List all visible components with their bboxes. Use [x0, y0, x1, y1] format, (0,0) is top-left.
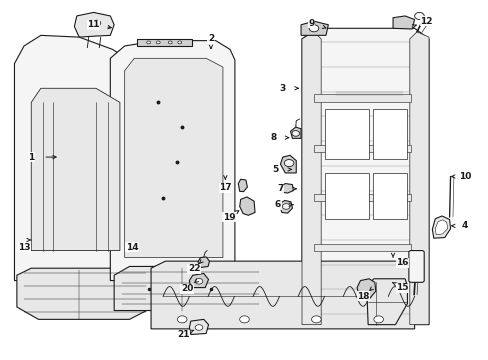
Circle shape [308, 25, 318, 32]
Circle shape [373, 316, 383, 323]
Polygon shape [110, 41, 234, 280]
Circle shape [239, 316, 249, 323]
Text: 8: 8 [269, 133, 276, 142]
FancyBboxPatch shape [408, 251, 424, 282]
Text: 9: 9 [308, 18, 314, 27]
Text: 12: 12 [420, 17, 432, 26]
Circle shape [168, 41, 172, 44]
Polygon shape [15, 35, 143, 280]
Polygon shape [325, 109, 368, 159]
Text: 5: 5 [272, 165, 278, 174]
Polygon shape [431, 216, 449, 238]
Text: 18: 18 [356, 292, 369, 301]
Text: 16: 16 [396, 258, 408, 267]
Circle shape [282, 204, 289, 209]
Polygon shape [137, 39, 191, 46]
Text: 10: 10 [458, 172, 470, 181]
Polygon shape [280, 184, 293, 193]
Polygon shape [124, 58, 223, 258]
Text: 3: 3 [279, 84, 285, 93]
Polygon shape [313, 243, 410, 251]
Circle shape [146, 41, 150, 44]
Circle shape [414, 12, 423, 19]
Polygon shape [313, 145, 410, 152]
Text: 17: 17 [219, 183, 231, 192]
Polygon shape [74, 12, 114, 37]
Polygon shape [238, 179, 247, 192]
Polygon shape [31, 88, 120, 251]
Text: 22: 22 [187, 264, 200, 273]
Polygon shape [239, 197, 255, 215]
Polygon shape [325, 173, 368, 219]
Polygon shape [372, 173, 407, 219]
Circle shape [93, 20, 101, 26]
Circle shape [195, 278, 203, 284]
Text: 20: 20 [181, 284, 193, 293]
Polygon shape [302, 28, 428, 325]
Text: 19: 19 [223, 212, 235, 221]
Circle shape [178, 41, 182, 44]
Text: 4: 4 [461, 221, 467, 230]
Circle shape [195, 325, 203, 330]
Polygon shape [372, 109, 407, 159]
Polygon shape [280, 155, 296, 173]
Circle shape [156, 41, 160, 44]
Text: 15: 15 [396, 283, 408, 292]
Polygon shape [151, 261, 414, 329]
Text: 7: 7 [277, 184, 283, 193]
Polygon shape [356, 279, 375, 299]
Polygon shape [409, 32, 428, 325]
Text: 2: 2 [207, 34, 214, 43]
Text: 21: 21 [177, 330, 189, 339]
Polygon shape [392, 16, 414, 29]
Polygon shape [279, 201, 292, 213]
Polygon shape [366, 279, 407, 325]
Polygon shape [313, 94, 410, 102]
Text: 1: 1 [28, 153, 34, 162]
Circle shape [284, 159, 293, 167]
Polygon shape [114, 266, 265, 311]
Polygon shape [434, 220, 447, 235]
Text: 13: 13 [18, 243, 30, 252]
Polygon shape [301, 21, 328, 35]
Text: 11: 11 [87, 20, 100, 29]
Polygon shape [302, 32, 321, 325]
Text: 6: 6 [274, 200, 281, 209]
Circle shape [177, 316, 186, 323]
Polygon shape [189, 319, 208, 334]
Polygon shape [17, 268, 153, 319]
Polygon shape [198, 257, 209, 267]
Circle shape [311, 316, 321, 323]
Polygon shape [189, 274, 208, 288]
Text: 14: 14 [125, 243, 138, 252]
Polygon shape [313, 194, 410, 201]
Circle shape [291, 131, 299, 136]
Polygon shape [290, 127, 301, 138]
